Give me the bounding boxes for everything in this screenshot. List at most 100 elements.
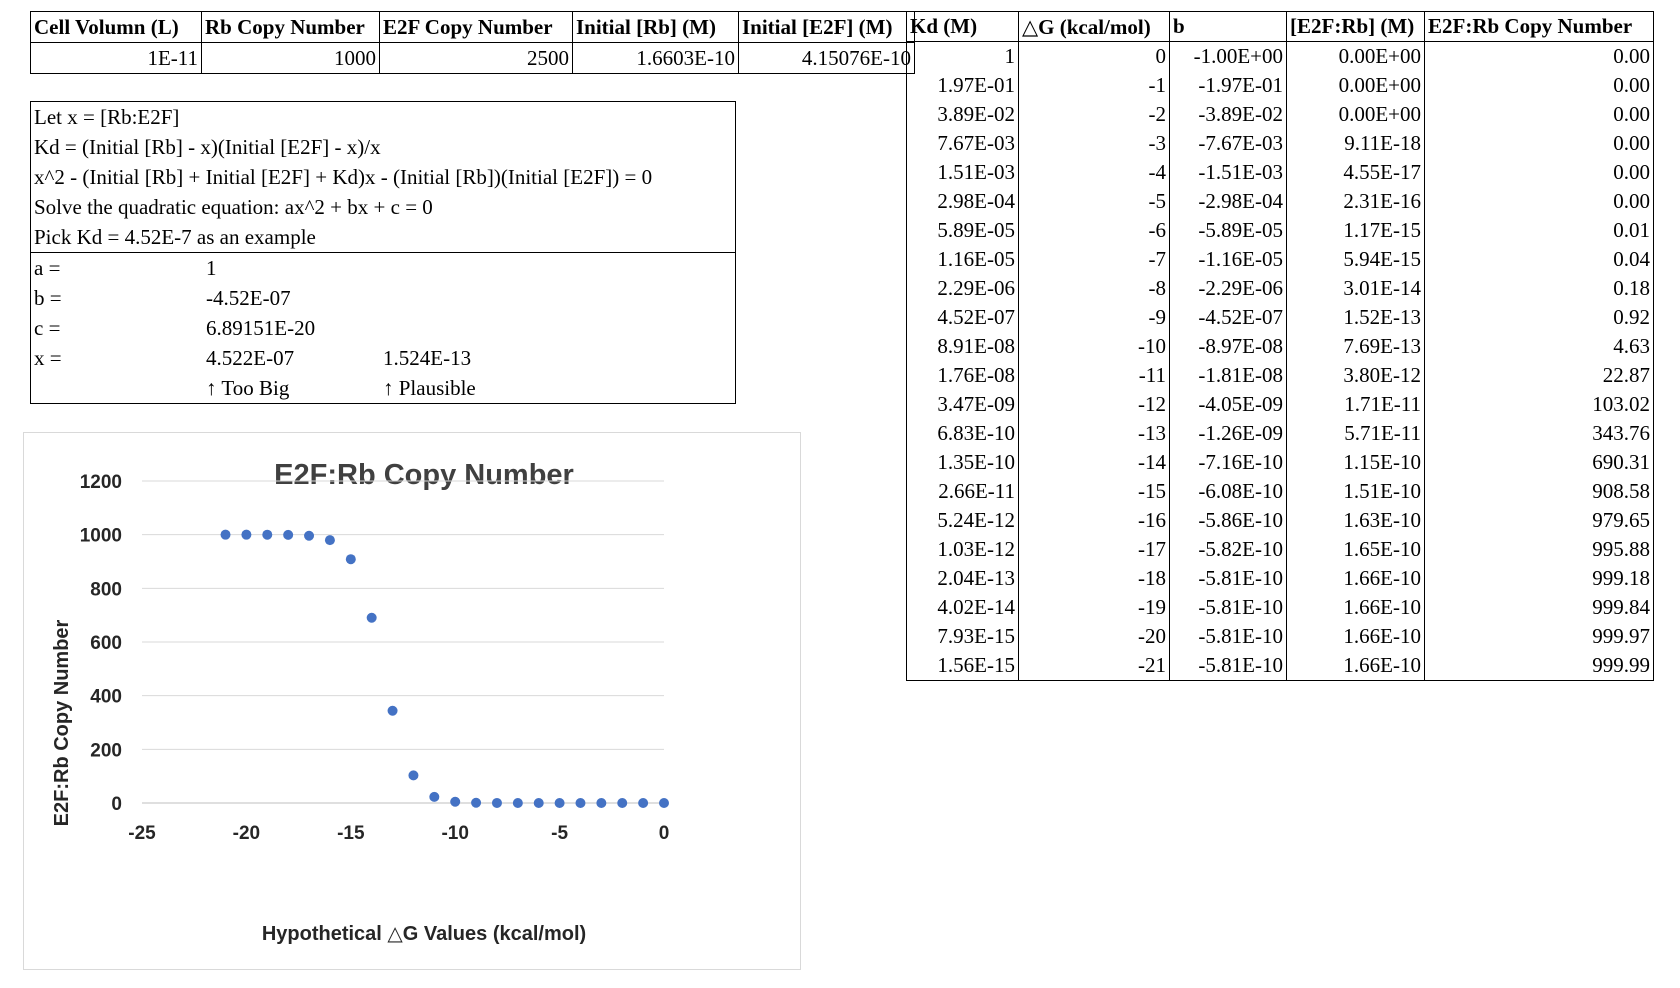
e2f-rb-copy-number-cell[interactable]: 0.00	[1424, 71, 1654, 100]
e2f-rb-copy-number-cell[interactable]: 343.76	[1424, 419, 1654, 448]
b-cell[interactable]: -5.82E-10	[1169, 535, 1287, 564]
b-cell[interactable]: -5.81E-10	[1169, 593, 1287, 622]
initial-rb-value[interactable]: 1.6603E-10	[572, 42, 739, 74]
kd-cell[interactable]: 8.91E-08	[906, 332, 1019, 361]
e2f-rb-concentration-cell[interactable]: 1.17E-15	[1286, 216, 1425, 245]
e2f-rb-concentration-cell[interactable]: 1.66E-10	[1286, 622, 1425, 651]
c-value[interactable]: 6.89151E-20	[206, 316, 316, 340]
kd-cell[interactable]: 1.03E-12	[906, 535, 1019, 564]
delta-g-cell[interactable]: -16	[1018, 506, 1170, 535]
kd-cell[interactable]: 1.51E-03	[906, 158, 1019, 187]
delta-g-cell[interactable]: -14	[1018, 448, 1170, 477]
delta-g-cell[interactable]: -13	[1018, 419, 1170, 448]
a-value[interactable]: 1	[206, 256, 217, 280]
b-cell[interactable]: -5.86E-10	[1169, 506, 1287, 535]
kd-cell[interactable]: 1.76E-08	[906, 361, 1019, 390]
initial-e2f-value[interactable]: 4.15076E-10	[738, 42, 915, 74]
delta-g-cell[interactable]: -21	[1018, 651, 1170, 681]
kd-cell[interactable]: 5.89E-05	[906, 216, 1019, 245]
b-cell[interactable]: -1.97E-01	[1169, 71, 1287, 100]
x-value-1[interactable]: 4.522E-07	[206, 346, 295, 370]
b-value[interactable]: -4.52E-07	[206, 286, 291, 310]
e2f-rb-concentration-cell[interactable]: 1.66E-10	[1286, 564, 1425, 593]
chart-panel[interactable]: E2F:Rb Copy Number 0 200 400 600 800 1000 1200…	[23, 432, 801, 970]
e2f-rb-concentration-cell[interactable]: 4.55E-17	[1286, 158, 1425, 187]
e2f-rb-concentration-cell[interactable]: 1.66E-10	[1286, 651, 1425, 681]
kd-cell[interactable]: 1.56E-15	[906, 651, 1019, 681]
e2f-rb-concentration-cell[interactable]: 0.00E+00	[1286, 41, 1425, 71]
header-initial-rb[interactable]: Initial [Rb] (M)	[572, 11, 739, 43]
kd-cell[interactable]: 3.89E-02	[906, 100, 1019, 129]
e2f-rb-copy-number-cell[interactable]: 0.00	[1424, 41, 1654, 71]
b-cell[interactable]: -7.67E-03	[1169, 129, 1287, 158]
e2f-rb-copy-number-cell[interactable]: 103.02	[1424, 390, 1654, 419]
b-cell[interactable]: -1.51E-03	[1169, 158, 1287, 187]
e2f-rb-copy-number-cell[interactable]: 0.00	[1424, 187, 1654, 216]
delta-g-cell[interactable]: -19	[1018, 593, 1170, 622]
c-label[interactable]: c =	[34, 316, 61, 340]
header-cell-volume[interactable]: Cell Volumn (L)	[30, 11, 202, 43]
explanation-line[interactable]: Kd = (Initial [Rb] - x)(Initial [E2F] - …	[34, 135, 381, 159]
e2f-rb-copy-number-cell[interactable]: 908.58	[1424, 477, 1654, 506]
kd-cell[interactable]: 7.67E-03	[906, 129, 1019, 158]
delta-g-cell[interactable]: -3	[1018, 129, 1170, 158]
kd-cell[interactable]: 3.47E-09	[906, 390, 1019, 419]
x-value-2[interactable]: 1.524E-13	[383, 346, 472, 370]
e2f-rb-copy-number-cell[interactable]: 690.31	[1424, 448, 1654, 477]
delta-g-cell[interactable]: -20	[1018, 622, 1170, 651]
e2f-rb-concentration-cell[interactable]: 1.52E-13	[1286, 303, 1425, 332]
explanation-line[interactable]: Let x = [Rb:E2F]	[34, 105, 180, 129]
e2f-rb-copy-number-cell[interactable]: 999.18	[1424, 564, 1654, 593]
e2f-rb-copy-number-cell[interactable]: 995.88	[1424, 535, 1654, 564]
e2f-rb-concentration-cell[interactable]: 3.80E-12	[1286, 361, 1425, 390]
b-cell[interactable]: -7.16E-10	[1169, 448, 1287, 477]
kd-cell[interactable]: 2.66E-11	[906, 477, 1019, 506]
e2f-rb-copy-number-cell[interactable]: 0.18	[1424, 274, 1654, 303]
e2f-rb-copy-number-cell[interactable]: 0.92	[1424, 303, 1654, 332]
delta-g-cell[interactable]: -8	[1018, 274, 1170, 303]
delta-g-cell[interactable]: -10	[1018, 332, 1170, 361]
e2f-rb-copy-number-cell[interactable]: 22.87	[1424, 361, 1654, 390]
b-cell[interactable]: -1.81E-08	[1169, 361, 1287, 390]
e2f-rb-concentration-cell[interactable]: 1.51E-10	[1286, 477, 1425, 506]
b-cell[interactable]: -5.81E-10	[1169, 622, 1287, 651]
b-cell[interactable]: -6.08E-10	[1169, 477, 1287, 506]
b-cell[interactable]: -2.29E-06	[1169, 274, 1287, 303]
delta-g-cell[interactable]: 0	[1018, 41, 1170, 71]
e2f-rb-copy-number-cell[interactable]: 999.97	[1424, 622, 1654, 651]
kd-cell[interactable]: 5.24E-12	[906, 506, 1019, 535]
e2f-copy-number-value[interactable]: 2500	[379, 42, 573, 74]
delta-g-cell[interactable]: -15	[1018, 477, 1170, 506]
kd-cell[interactable]: 2.04E-13	[906, 564, 1019, 593]
delta-g-cell[interactable]: -12	[1018, 390, 1170, 419]
delta-g-cell[interactable]: -17	[1018, 535, 1170, 564]
b-cell[interactable]: -2.98E-04	[1169, 187, 1287, 216]
e2f-rb-copy-number-cell[interactable]: 0.04	[1424, 245, 1654, 274]
delta-g-cell[interactable]: -9	[1018, 303, 1170, 332]
e2f-rb-concentration-cell[interactable]: 0.00E+00	[1286, 71, 1425, 100]
e2f-rb-concentration-cell[interactable]: 7.69E-13	[1286, 332, 1425, 361]
header-kd[interactable]: Kd (M)	[906, 11, 1019, 42]
a-label[interactable]: a =	[34, 256, 61, 280]
b-cell[interactable]: -5.81E-10	[1169, 564, 1287, 593]
delta-g-cell[interactable]: -2	[1018, 100, 1170, 129]
e2f-rb-copy-number-cell[interactable]: 979.65	[1424, 506, 1654, 535]
b-cell[interactable]: -1.26E-09	[1169, 419, 1287, 448]
e2f-rb-concentration-cell[interactable]: 0.00E+00	[1286, 100, 1425, 129]
header-rb-copy-number[interactable]: Rb Copy Number	[201, 11, 380, 43]
delta-g-cell[interactable]: -4	[1018, 158, 1170, 187]
b-cell[interactable]: -4.05E-09	[1169, 390, 1287, 419]
e2f-rb-concentration-cell[interactable]: 1.15E-10	[1286, 448, 1425, 477]
b-cell[interactable]: -5.89E-05	[1169, 216, 1287, 245]
delta-g-cell[interactable]: -6	[1018, 216, 1170, 245]
delta-g-cell[interactable]: -18	[1018, 564, 1170, 593]
kd-cell[interactable]: 4.52E-07	[906, 303, 1019, 332]
b-cell[interactable]: -1.00E+00	[1169, 41, 1287, 71]
kd-cell[interactable]: 4.02E-14	[906, 593, 1019, 622]
e2f-rb-copy-number-cell[interactable]: 4.63	[1424, 332, 1654, 361]
delta-g-cell[interactable]: -1	[1018, 71, 1170, 100]
kd-cell[interactable]: 6.83E-10	[906, 419, 1019, 448]
e2f-rb-copy-number-cell[interactable]: 999.84	[1424, 593, 1654, 622]
b-cell[interactable]: -3.89E-02	[1169, 100, 1287, 129]
explanation-line[interactable]: x^2 - (Initial [Rb] + Initial [E2F] + Kd…	[34, 165, 653, 189]
